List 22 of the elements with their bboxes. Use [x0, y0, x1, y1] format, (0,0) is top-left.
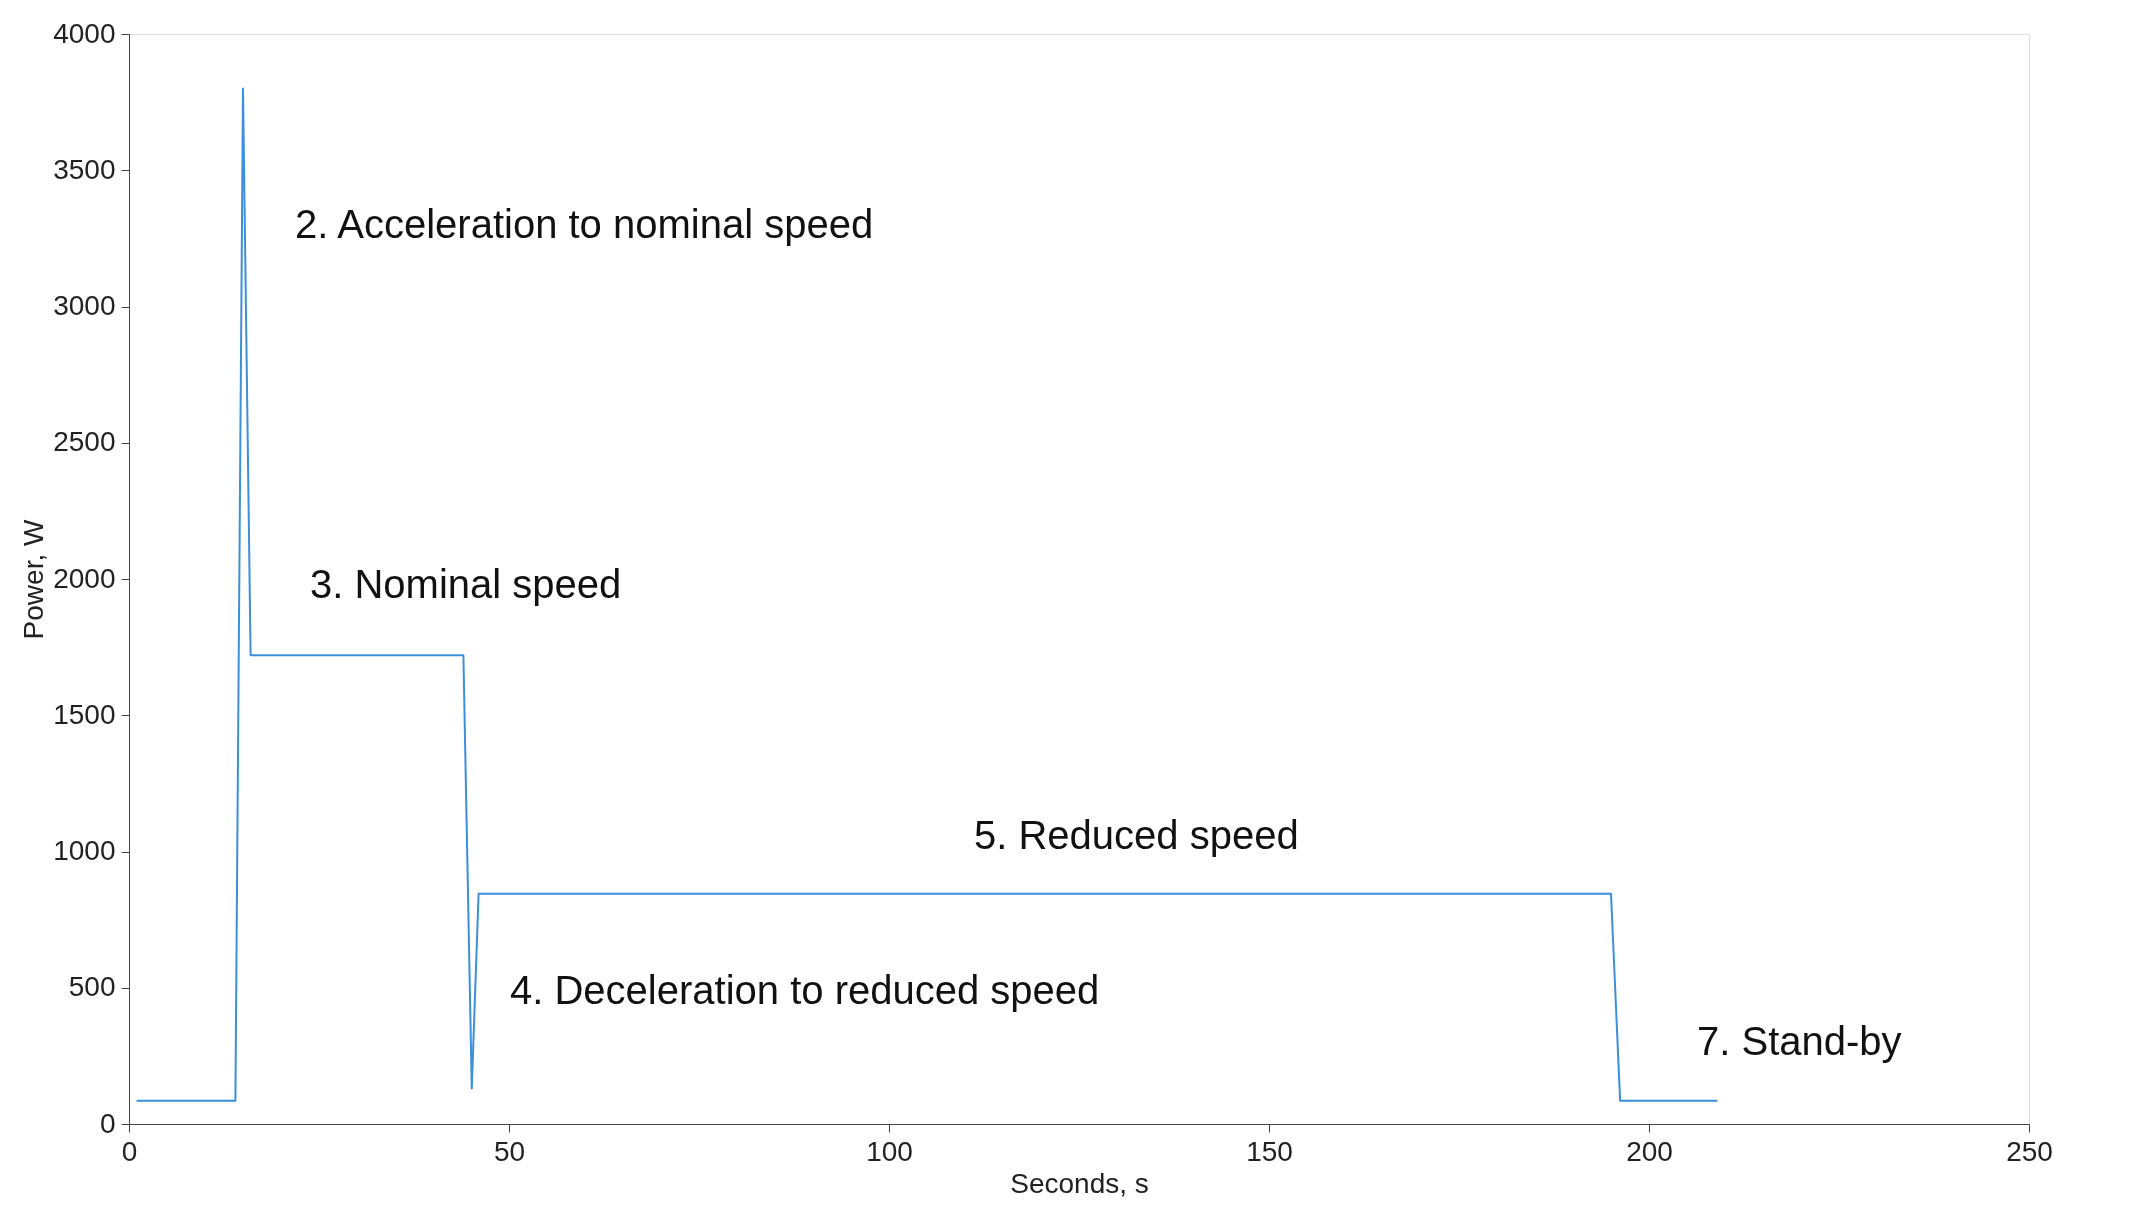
x-tick-label: 50	[493, 1135, 526, 1167]
annotation: 4. Deceleration to reduced speed	[510, 968, 1100, 1012]
x-tick-label: 200	[1626, 1135, 1673, 1167]
y-tick-label: 1000	[53, 835, 116, 866]
x-tick-label: 150	[1246, 1135, 1293, 1167]
annotation: 5. Reduced speed	[974, 813, 1299, 857]
x-axis-title: Seconds, s	[1010, 1167, 1149, 1199]
x-tick-label: 0	[121, 1135, 138, 1167]
y-tick-label: 4000	[53, 17, 116, 49]
y-tick-label: 3500	[53, 153, 116, 185]
y-tick-label: 2000	[53, 562, 116, 594]
y-tick-label: 1500	[53, 698, 116, 730]
annotation: 2. Acceleration to nominal speed	[295, 202, 874, 246]
annotation: 7. Stand-by	[1697, 1019, 1902, 1063]
y-axis-title: Power, W	[18, 519, 50, 640]
y-tick-label: 0	[99, 1107, 116, 1139]
y-tick-label: 500	[68, 971, 116, 1003]
y-tick-label: 3000	[53, 290, 116, 321]
y-tick-label: 2500	[53, 426, 116, 458]
x-tick-label: 100	[866, 1135, 913, 1167]
annotation: 3. Nominal speed	[310, 562, 622, 606]
x-tick-label: 250	[2006, 1135, 2053, 1167]
